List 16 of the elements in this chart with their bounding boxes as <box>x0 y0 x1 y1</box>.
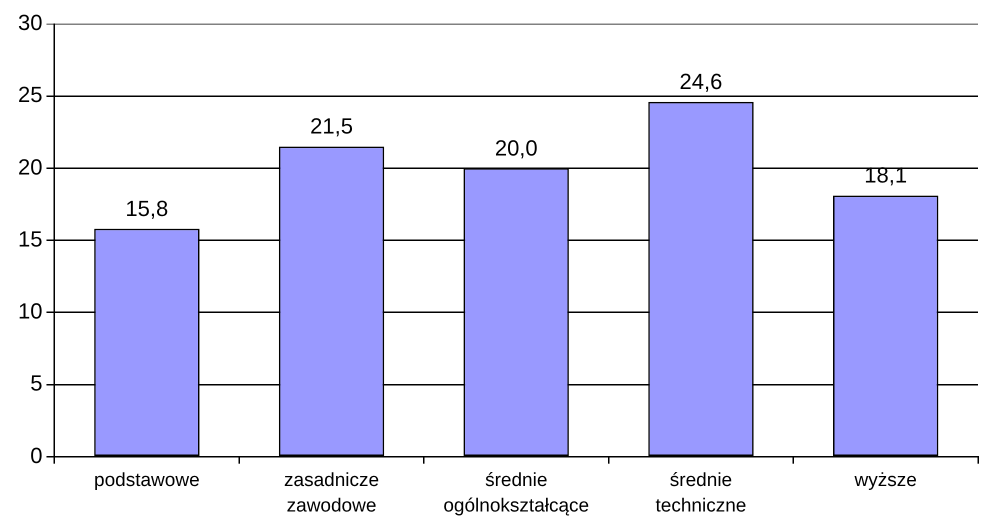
y-tick-label: 10 <box>18 298 42 324</box>
x-tick-label: średnie ogólnokształcące <box>443 470 590 516</box>
data-label: 15,8 <box>125 196 168 221</box>
y-tick-label: 30 <box>18 10 42 36</box>
x-tick-label: średnie techniczne <box>656 470 746 516</box>
data-label: 20,0 <box>494 135 538 160</box>
x-tick-label: zasadnicze zawodowe <box>284 470 380 516</box>
y-tick-label: 25 <box>18 82 42 108</box>
y-tick-label: 0 <box>30 442 42 468</box>
y-tick-label: 20 <box>18 154 42 180</box>
x-tick-label: wyższe <box>854 470 917 491</box>
x-tick-label: podstawowe <box>94 470 200 491</box>
data-label: 24,6 <box>680 68 722 94</box>
y-tick-label: 5 <box>30 370 42 396</box>
y-tick-label: 15 <box>18 226 42 252</box>
data-label: 21,5 <box>310 114 353 139</box>
